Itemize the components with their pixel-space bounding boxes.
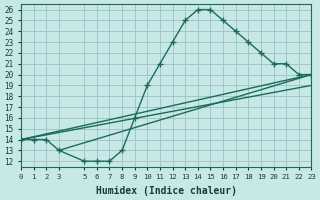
X-axis label: Humidex (Indice chaleur): Humidex (Indice chaleur): [96, 186, 237, 196]
